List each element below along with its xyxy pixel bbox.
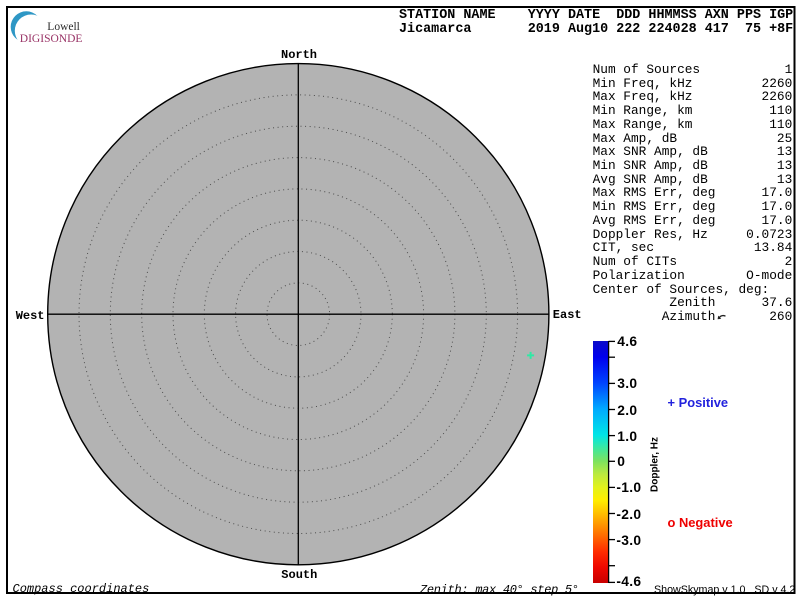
svg-text:Doppler, Hz: Doppler, Hz	[650, 437, 661, 492]
